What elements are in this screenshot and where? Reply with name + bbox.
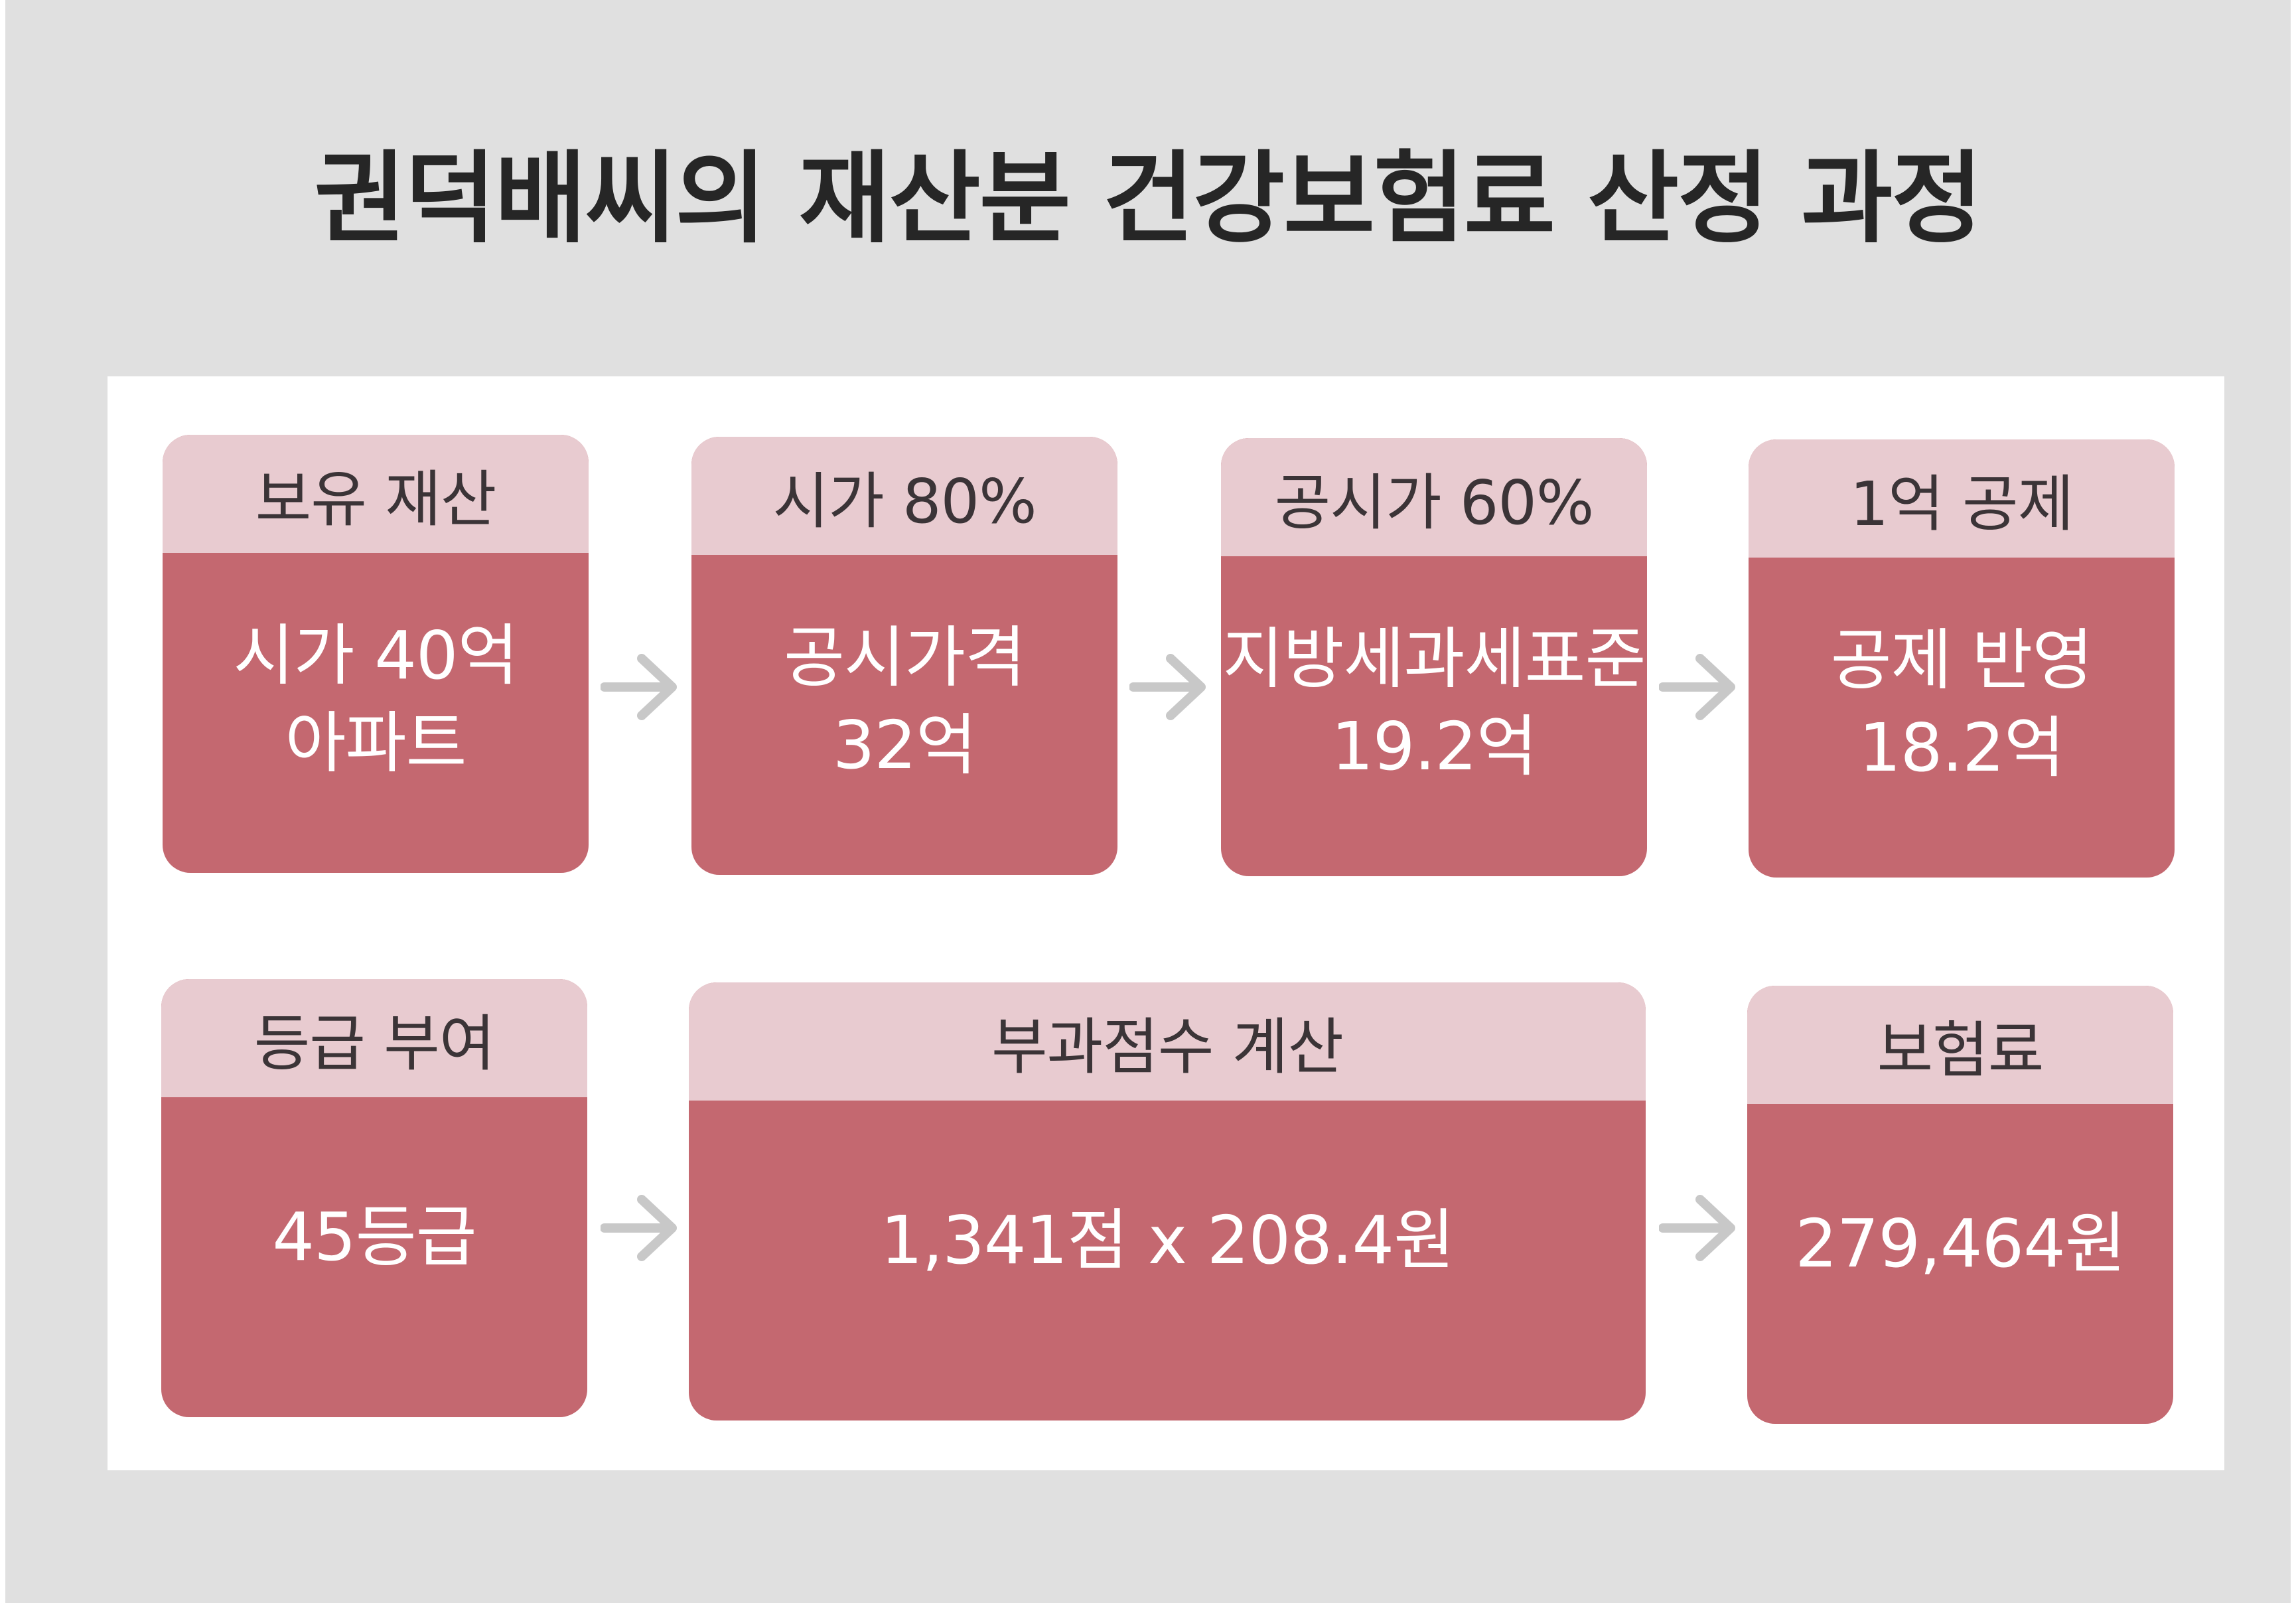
step-card-deduction: 1억 공제 공제 반영 18.2억 [1749,439,2175,878]
arrow-right-icon [601,651,680,724]
step-card-tax-base: 공시가 60% 지방세과세표준 19.2억 [1221,438,1647,876]
step-card-grade: 등급 부여 45등급 [161,979,587,1417]
arrow-right-icon [1659,651,1739,724]
step-body: 시가 40억 아파트 [163,553,589,873]
step-value-line: 공시가격 [784,619,1026,696]
step-value-line: 시가 40억 [233,617,518,694]
step-value-line: 32억 [832,706,977,784]
step-header: 부과점수 계산 [689,982,1646,1101]
step-value-line: 1,341점 x 208.4원 [880,1201,1455,1279]
arrow-right-icon [1659,1191,1739,1265]
step-body: 1,341점 x 208.4원 [689,1101,1646,1421]
step-header: 보유 재산 [163,435,589,553]
step-card-owned-property: 보유 재산 시가 40억 아파트 [163,435,589,873]
step-header: 등급 부여 [161,979,587,1097]
step-value-line: 아파트 [285,704,467,782]
page-title: 권덕배씨의 재산분 건강보험료 산정 과정 [314,141,1983,257]
step-header: 보험료 [1747,986,2173,1104]
step-body: 공시가격 32억 [691,555,1117,875]
arrow-right-icon [1129,651,1209,724]
step-body: 45등급 [161,1097,587,1417]
step-value-line: 지방세과세표준 [1222,620,1646,698]
step-value-line: 18.2억 [1859,709,2065,787]
step-body: 공제 반영 18.2억 [1749,558,2175,878]
step-value-line: 공제 반영 [1830,621,2094,699]
step-header: 시가 80% [691,437,1117,555]
step-card-premium: 보험료 279,464원 [1747,986,2173,1424]
arrow-right-icon [601,1191,680,1265]
step-value-line: 279,464원 [1795,1205,2126,1282]
step-card-points-calc: 부과점수 계산 1,341점 x 208.4원 [689,982,1646,1421]
step-value-line: 45등급 [272,1198,476,1276]
step-body: 279,464원 [1747,1104,2173,1424]
step-header: 1억 공제 [1749,439,2175,558]
step-body: 지방세과세표준 19.2억 [1221,556,1647,876]
step-header: 공시가 60% [1221,438,1647,556]
step-card-official-price: 시가 80% 공시가격 32억 [691,437,1117,875]
step-value-line: 19.2억 [1331,708,1538,785]
